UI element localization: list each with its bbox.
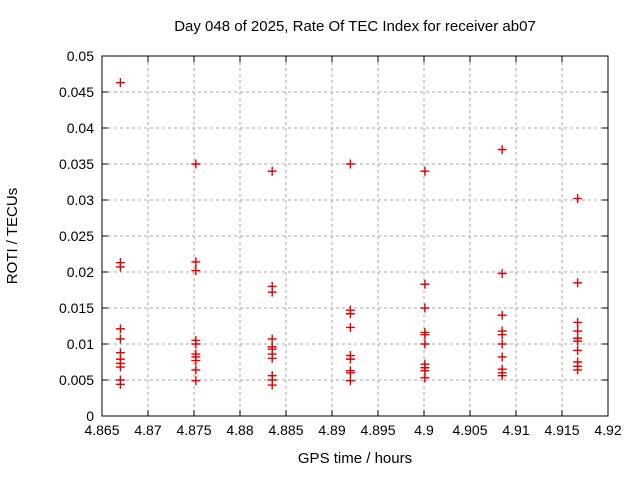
x-tick-label: 4.875 [176, 422, 211, 438]
tick-labels: 4.865 4.87 4.875 4.88 4.885 4.89 4.895 4.9 4.905… [59, 48, 622, 438]
y-tick-label: 0.03 [67, 192, 94, 208]
data-point-marker [191, 266, 201, 276]
x-axis-label: GPS time / hours [298, 450, 412, 467]
data-point-marker [345, 309, 355, 319]
data-point-marker [267, 380, 277, 390]
data-point-marker [191, 365, 201, 375]
x-tick-label: 4.92 [594, 422, 621, 438]
y-tick-label: 0.01 [67, 336, 94, 352]
data-point-marker [497, 268, 507, 278]
data-point-marker [573, 336, 583, 346]
data-point-marker [345, 368, 355, 378]
x-tick-label: 4.885 [268, 422, 303, 438]
data-point-marker [420, 279, 430, 289]
data-point-marker [497, 339, 507, 349]
y-tick-label: 0.02 [67, 264, 94, 280]
data-point-marker [573, 317, 583, 327]
data-point-marker [573, 278, 583, 288]
data-point-marker [573, 194, 583, 204]
x-tick-label: 4.89 [318, 422, 345, 438]
data-point-marker [497, 310, 507, 320]
x-tick-label: 4.88 [226, 422, 253, 438]
data-point-marker [420, 166, 430, 176]
data-point-marker [420, 330, 430, 340]
data-point-marker [115, 334, 125, 344]
data-point-marker [115, 262, 125, 272]
data-point-marker [420, 339, 430, 349]
data-point-marker [573, 365, 583, 375]
data-point-marker [497, 352, 507, 362]
data-point-marker [267, 334, 277, 344]
y-tick-label: 0.045 [59, 84, 94, 100]
data-point-marker [191, 339, 201, 349]
data-point-marker [420, 373, 430, 383]
data-point-marker [191, 376, 201, 386]
gridlines [102, 56, 608, 416]
data-point-marker [345, 322, 355, 332]
x-tick-label: 4.91 [502, 422, 529, 438]
data-point-marker [345, 354, 355, 364]
data-point-marker [497, 330, 507, 340]
y-tick-label: 0 [86, 408, 94, 424]
y-tick-label: 0.05 [67, 48, 94, 64]
y-tick-label: 0.04 [67, 120, 94, 136]
data-point-marker [345, 376, 355, 386]
data-point-marker [115, 324, 125, 334]
data-points [115, 78, 583, 390]
x-tick-label: 4.905 [452, 422, 487, 438]
x-tick-label: 4.87 [134, 422, 161, 438]
data-point-marker [267, 166, 277, 176]
data-point-marker [573, 345, 583, 355]
data-point-marker [267, 287, 277, 297]
data-point-marker [191, 159, 201, 169]
data-point-marker [497, 371, 507, 381]
y-tick-label: 0.025 [59, 228, 94, 244]
x-tick-label: 4.9 [414, 422, 434, 438]
data-point-marker [191, 356, 201, 366]
x-tick-label: 4.915 [544, 422, 579, 438]
data-point-marker [345, 159, 355, 169]
data-point-marker [191, 257, 201, 267]
chart-title: Day 048 of 2025, Rate Of TEC Index for r… [174, 18, 536, 35]
y-tick-label: 0.035 [59, 156, 94, 172]
data-point-marker [115, 78, 125, 88]
y-tick-label: 0.005 [59, 372, 94, 388]
x-tick-label: 4.895 [360, 422, 395, 438]
plot-border [101, 55, 609, 417]
data-point-marker [420, 303, 430, 313]
data-point-marker [115, 362, 125, 372]
y-tick-label: 0.015 [59, 300, 94, 316]
data-point-marker [267, 353, 277, 363]
data-point-marker [115, 379, 125, 389]
x-tick-label: 4.865 [84, 422, 119, 438]
y-axis-label: ROTI / TECUs [4, 188, 21, 284]
data-point-marker [497, 145, 507, 155]
